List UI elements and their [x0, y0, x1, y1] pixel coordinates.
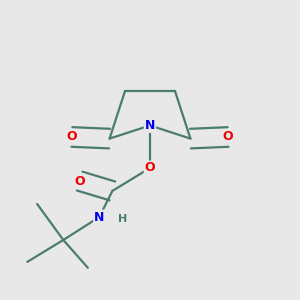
Text: O: O: [223, 130, 233, 143]
Text: O: O: [67, 130, 77, 143]
Text: H: H: [118, 214, 128, 224]
Text: N: N: [94, 211, 104, 224]
Text: O: O: [74, 175, 85, 188]
Text: N: N: [145, 119, 155, 132]
Text: O: O: [145, 161, 155, 175]
